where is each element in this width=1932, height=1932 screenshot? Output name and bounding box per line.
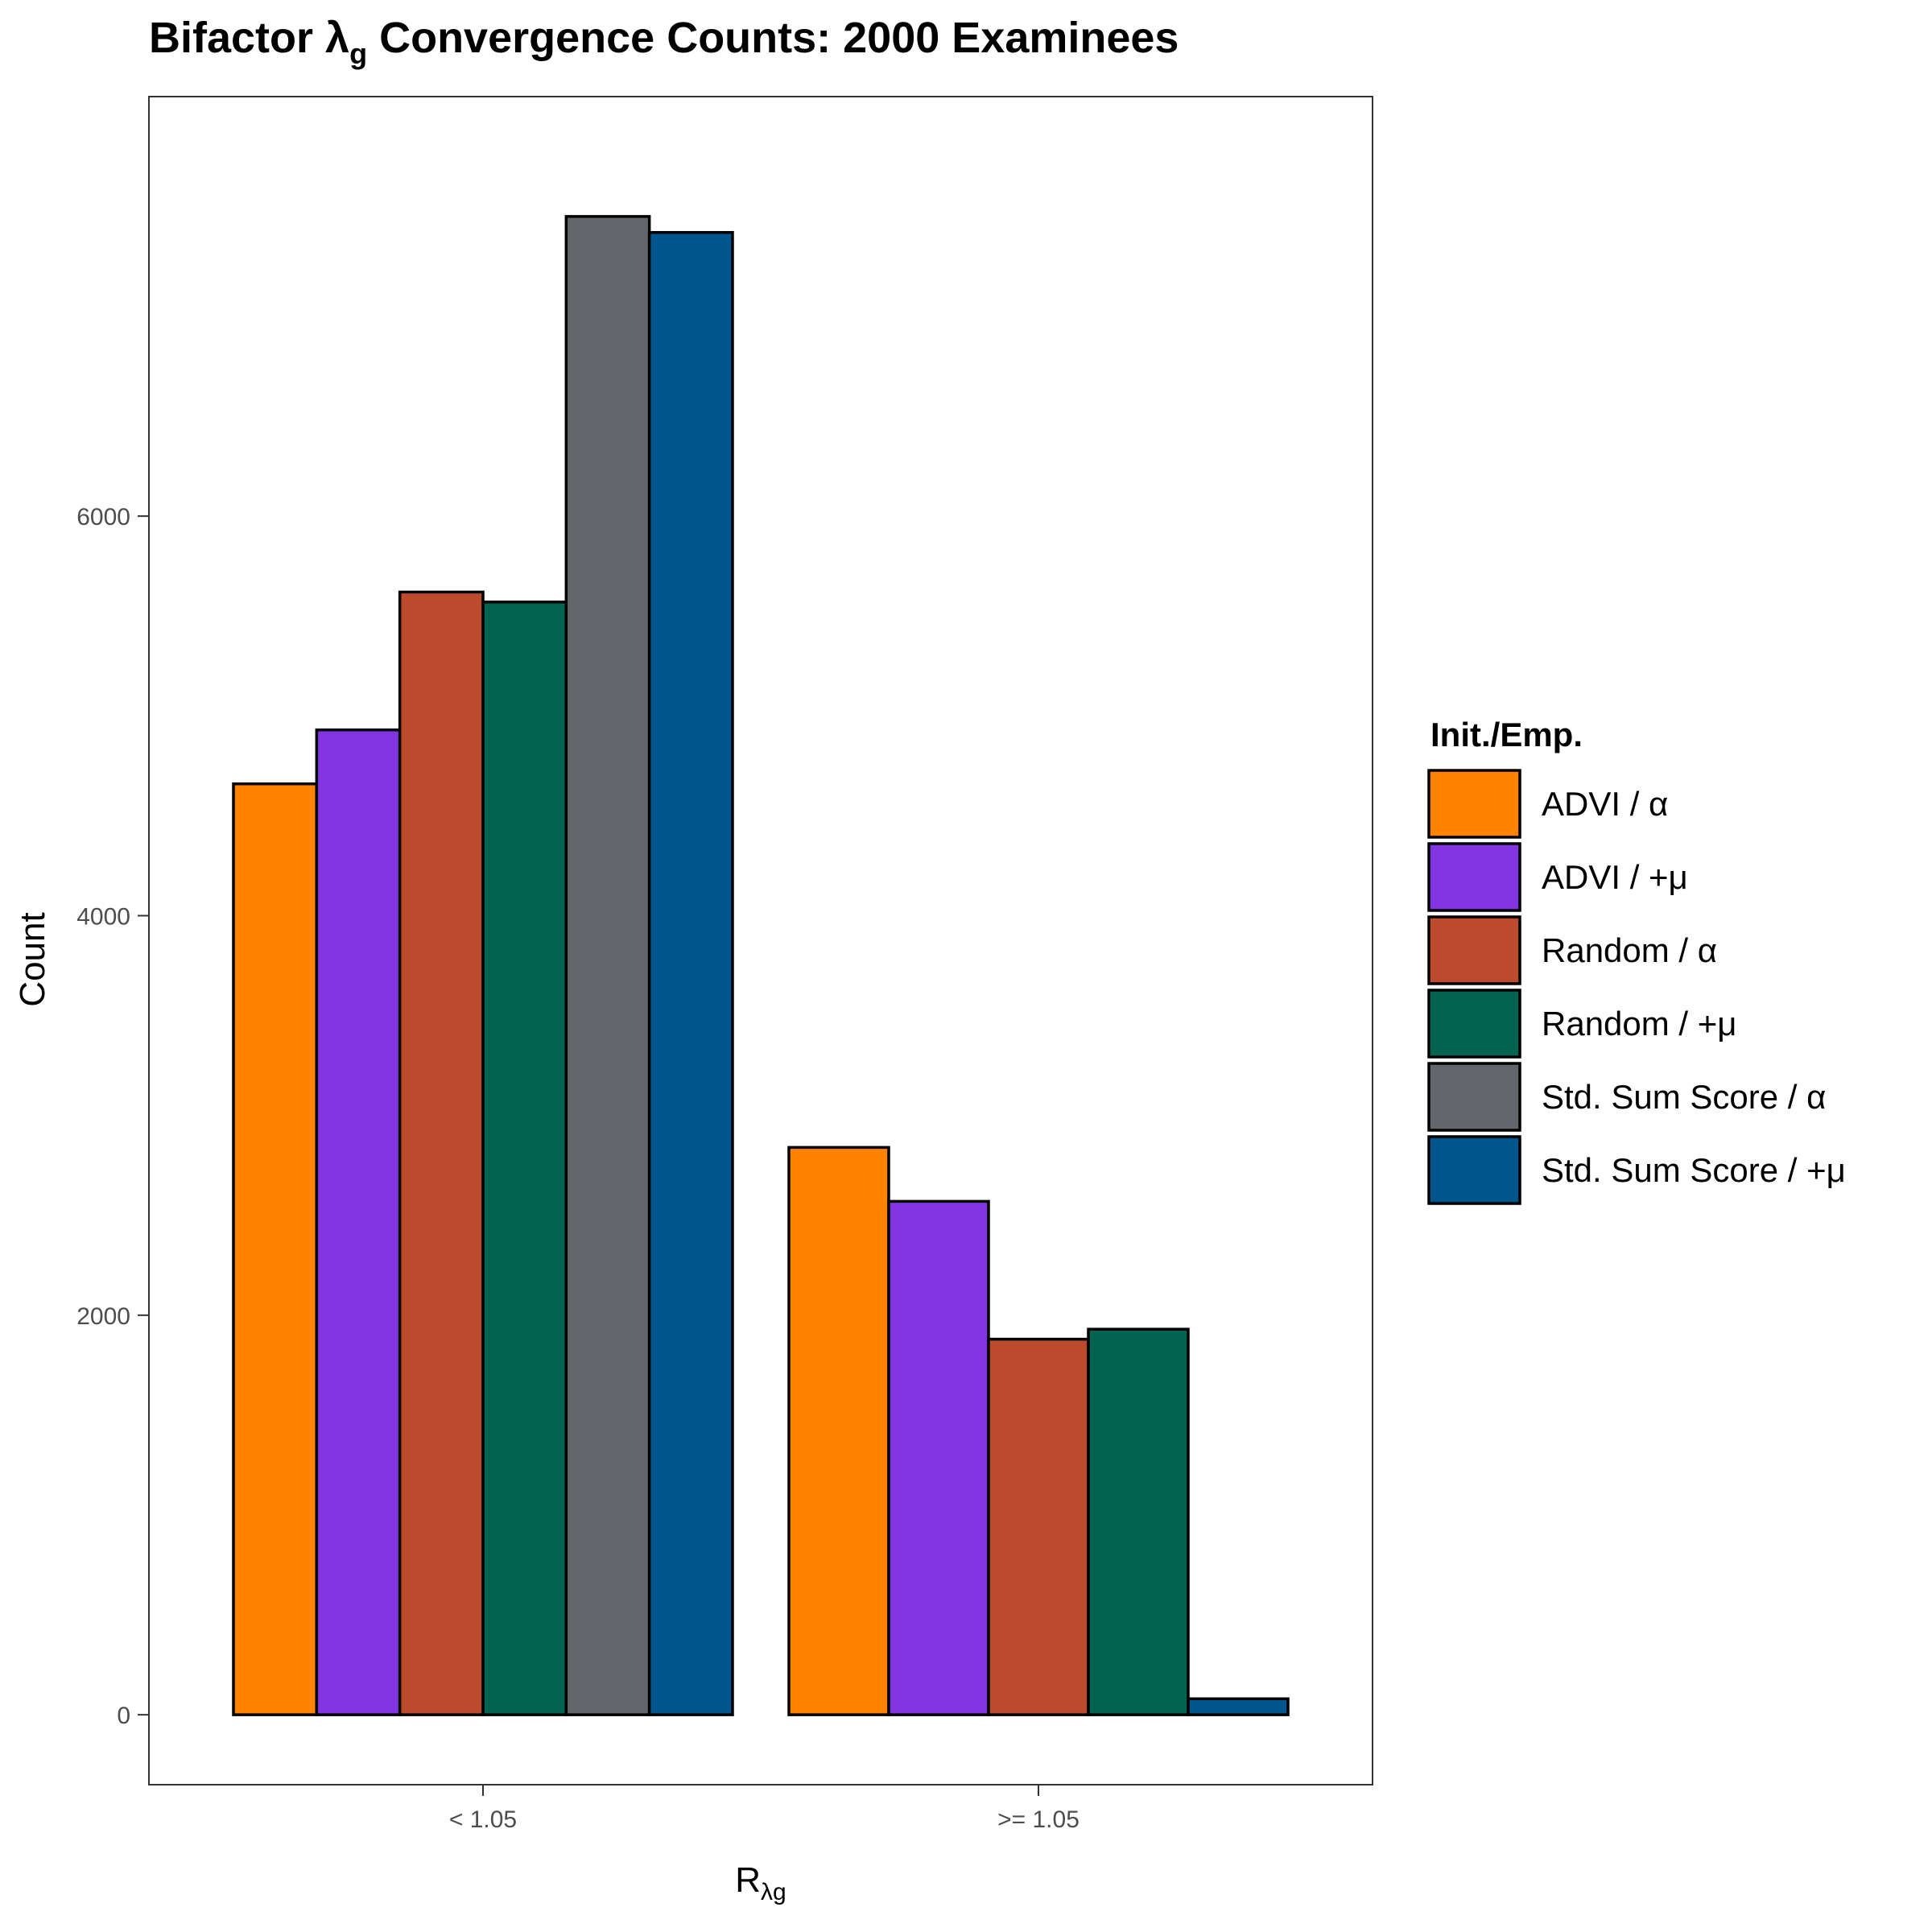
- chart-title-subscript: g: [349, 37, 367, 70]
- bar-1-05-advi-alpha: [787, 1146, 890, 1716]
- legend-title: Init./Emp.: [1430, 716, 1583, 753]
- bar-1-05-std-sum-score-alpha: [564, 215, 651, 1716]
- bar-1-05-random-mu: [1087, 1327, 1190, 1716]
- legend-key-std-sum-score-mu: [1427, 1135, 1521, 1205]
- legend-label: Random / +μ: [1542, 1005, 1736, 1042]
- legend-key-random-alpha: [1427, 915, 1521, 985]
- legend-key-advi-mu: [1427, 842, 1521, 912]
- bar-1-05-advi-mu: [315, 728, 402, 1716]
- y-tick-label: 4000: [76, 903, 130, 930]
- legend-label: Random / α: [1542, 931, 1717, 969]
- x-axis: < 1.05 >= 1.05: [449, 1785, 1080, 1833]
- bars-group: [232, 215, 1290, 1716]
- x-tick-label: >= 1.05: [997, 1806, 1080, 1833]
- y-axis: 0 2000 4000 6000: [76, 504, 149, 1729]
- chart-title-rest: Convergence Counts: 2000 Examinees: [367, 14, 1179, 62]
- x-tick-label: < 1.05: [449, 1806, 517, 1833]
- x-axis-title-main: R: [735, 1860, 761, 1900]
- legend-key-advi-alpha: [1427, 769, 1521, 839]
- bar-1-05-advi-mu: [887, 1199, 990, 1716]
- y-tick-label: 2000: [76, 1303, 130, 1330]
- x-axis-title: Rλg: [735, 1860, 786, 1905]
- bar-1-05-std-sum-score-mu: [1187, 1697, 1290, 1716]
- bar-1-05-random-mu: [481, 601, 568, 1716]
- legend-label: ADVI / +μ: [1542, 858, 1688, 896]
- bar-1-05-random-alpha: [398, 590, 485, 1716]
- legend-label: Std. Sum Score / +μ: [1542, 1151, 1846, 1189]
- legend-key-std-sum-score-alpha: [1427, 1062, 1521, 1132]
- bar-1-05-std-sum-score-mu: [647, 231, 734, 1716]
- y-axis-title: Count: [13, 912, 52, 1006]
- legend-key-random-mu: [1427, 989, 1521, 1059]
- legend-label: Std. Sum Score / α: [1542, 1078, 1826, 1116]
- legend: Init./Emp. ADVI / α ADVI / +μ Random / α Ra…: [1427, 716, 1846, 1205]
- bar-1-05-random-alpha: [987, 1337, 1090, 1716]
- y-tick-label: 6000: [76, 504, 130, 530]
- x-axis-title-subscript: λg: [761, 1879, 786, 1905]
- chart-title-main: Bifactor λ: [149, 14, 349, 62]
- y-tick-label: 0: [117, 1703, 130, 1729]
- chart-title: Bifactor λg Convergence Counts: 2000 Exa…: [149, 14, 1179, 70]
- bar-1-05-advi-alpha: [232, 782, 319, 1716]
- legend-label: ADVI / α: [1542, 785, 1668, 823]
